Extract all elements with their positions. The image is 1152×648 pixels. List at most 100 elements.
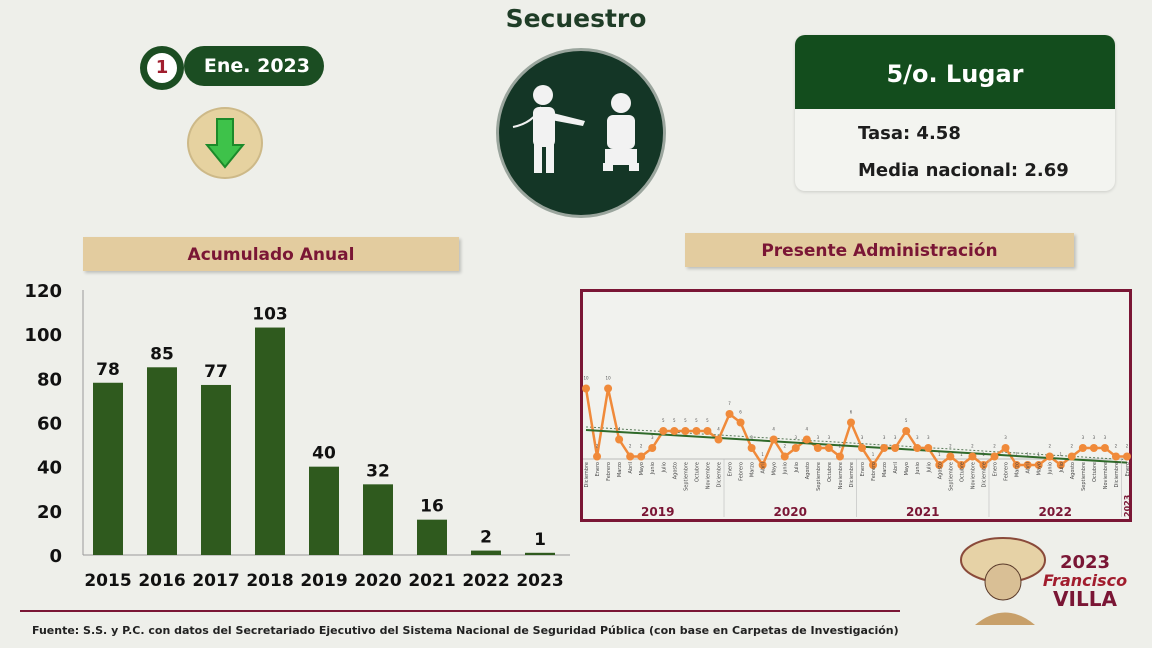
data-point — [604, 384, 613, 393]
month-label: Julio — [661, 462, 667, 473]
period-badge: Ene. 2023 1 — [140, 46, 324, 98]
bar-chart-title: Acumulado Anual — [83, 237, 459, 271]
bar-value-label: 16 — [420, 497, 444, 517]
down-arrow-icon — [187, 107, 263, 179]
month-label: Junio — [650, 462, 656, 475]
month-label: Abril — [628, 462, 634, 473]
month-label: Agosto — [672, 462, 678, 479]
data-point-label: 4 — [772, 427, 775, 432]
data-point — [615, 435, 624, 444]
x-tick-label: 2022 — [462, 571, 509, 591]
data-point-label: 5 — [684, 418, 687, 423]
month-label: Octubre — [1092, 462, 1098, 482]
data-point-label: 3 — [916, 435, 919, 440]
x-tick-label: 2021 — [408, 571, 455, 591]
month-label: Diciembre — [584, 462, 590, 488]
data-point — [747, 444, 756, 452]
data-point-label: 6 — [850, 410, 853, 415]
data-point — [681, 427, 690, 435]
bar-value-label: 40 — [312, 444, 336, 464]
series-line — [584, 388, 1127, 468]
data-point-label: 2 — [1126, 444, 1129, 449]
line-chart: 10 Diciembre 2 Enero 10 Febrero 4 Marzo 2 Abril 2 M… — [582, 376, 1132, 519]
bar-chart: 0 20 40 60 80 100 120 78 2015 85 2016 77 2017 103 2018… — [24, 281, 570, 591]
month-label: Marzo — [617, 462, 623, 477]
data-point — [891, 444, 900, 452]
data-point-label: 10 — [606, 376, 612, 381]
bar — [147, 367, 177, 555]
x-tick-label: 2015 — [84, 571, 131, 591]
data-point — [725, 410, 734, 418]
media-nacional-value: Media nacional: 2.69 — [858, 160, 1069, 181]
source-footnote: Fuente: S.S. y P.C. con datos del Secret… — [32, 624, 899, 637]
month-label: Enero — [860, 462, 866, 476]
bar-value-label: 77 — [204, 362, 228, 382]
data-point — [648, 444, 657, 452]
ranking-card: 5/o. Lugar Tasa: 4.58 Media nacional: 2.… — [795, 35, 1115, 191]
bar — [255, 327, 285, 555]
data-point-label: 3 — [817, 435, 820, 440]
y-tick-label: 100 — [24, 325, 62, 346]
data-point — [946, 452, 955, 461]
data-point — [692, 427, 701, 435]
data-point — [1123, 452, 1131, 461]
data-point — [902, 427, 911, 435]
month-label: Junio — [1048, 462, 1054, 475]
data-point-label: 2 — [971, 444, 974, 449]
year-label: 2020 — [774, 505, 807, 519]
data-point — [626, 452, 635, 461]
month-label: Junio — [783, 462, 789, 475]
data-point — [979, 461, 988, 469]
data-point — [736, 418, 745, 427]
data-point-label: 5 — [662, 418, 665, 423]
y-tick-label: 20 — [37, 502, 62, 523]
data-point-label: 1 — [872, 452, 875, 457]
data-point — [1001, 444, 1010, 452]
data-point — [703, 427, 712, 435]
y-tick-label: 120 — [24, 281, 62, 302]
data-point-label: 10 — [583, 376, 589, 381]
year-label: 2023 — [1123, 495, 1132, 517]
line-chart-frame — [580, 289, 1132, 522]
bar — [363, 484, 393, 555]
month-label: Abril — [1026, 462, 1032, 473]
data-point-label: 3 — [1104, 435, 1107, 440]
month-label: Diciembre — [716, 462, 722, 488]
data-point — [968, 452, 977, 461]
francisco-villa-logo: 2023 Francisco VILLA — [955, 530, 1135, 630]
data-point — [846, 418, 855, 427]
month-label: Mayo — [904, 462, 910, 475]
data-point — [858, 444, 867, 452]
period-number: 1 — [147, 53, 177, 83]
month-label: Noviembre — [970, 462, 976, 489]
data-point — [802, 435, 811, 444]
data-point-label: 5 — [695, 418, 698, 423]
ranking-place: 5/o. Lugar — [795, 35, 1115, 109]
month-label: Octubre — [827, 462, 833, 482]
data-point-label: 3 — [927, 435, 930, 440]
bar — [309, 466, 339, 555]
tasa-value: Tasa: 4.58 — [858, 123, 961, 144]
bar-value-label: 85 — [150, 344, 174, 364]
month-label: Febrero — [871, 462, 877, 481]
data-point-label: 3 — [1082, 435, 1085, 440]
data-point — [1089, 444, 1098, 452]
data-point — [582, 384, 590, 393]
month-label: Febrero — [606, 462, 612, 481]
month-label: Agosto — [937, 462, 943, 479]
bar — [93, 382, 123, 555]
data-point — [1045, 452, 1054, 461]
data-point — [957, 461, 966, 469]
year-label: 2022 — [1039, 505, 1072, 519]
data-point-label: 3 — [1093, 435, 1096, 440]
data-point-label: 3 — [828, 435, 831, 440]
month-label: Julio — [794, 462, 800, 473]
data-point-label: 5 — [673, 418, 676, 423]
data-point — [1078, 444, 1087, 452]
data-point-label: 4 — [618, 427, 621, 432]
data-point — [1012, 461, 1021, 469]
data-point — [714, 435, 723, 444]
data-point-label: 2 — [783, 444, 786, 449]
svg-text:Francisco: Francisco — [1043, 571, 1127, 590]
month-label: Octubre — [694, 462, 700, 482]
